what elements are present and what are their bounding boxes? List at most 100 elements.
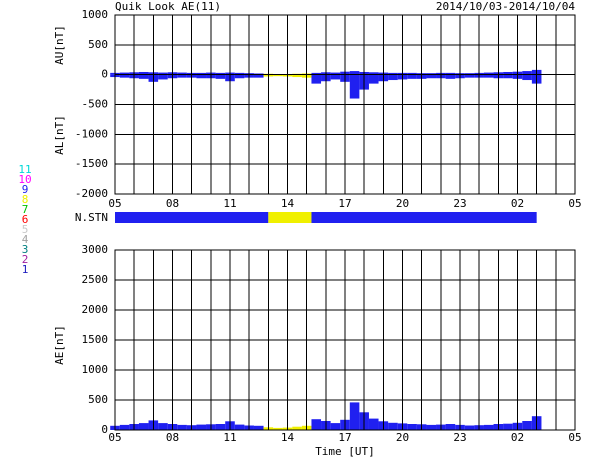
area-column [273, 427, 283, 430]
chart-title: Quik Look AE(11) [115, 0, 221, 13]
y-tick-label: 3000 [82, 243, 109, 256]
area-column [177, 74, 187, 78]
x-tick-label: 11 [223, 197, 236, 210]
area-column [445, 74, 456, 79]
station-segment [115, 212, 269, 223]
area-column [407, 72, 417, 75]
area-column [388, 72, 398, 75]
legend-entry: 6 [22, 213, 29, 226]
area-column [426, 424, 437, 430]
area-column [426, 74, 437, 79]
area-column [138, 74, 149, 79]
area-column [483, 424, 494, 430]
x-tick-label: 05 [108, 431, 121, 444]
y-tick-label: 0 [101, 68, 108, 81]
area-column [349, 71, 360, 75]
area-column [138, 71, 149, 75]
area-column [119, 72, 130, 75]
area-column [234, 72, 245, 75]
x-tick-label: 02 [511, 197, 524, 210]
y-tick-label: 500 [88, 393, 108, 406]
x-tick-label: 08 [166, 197, 179, 210]
area-column [158, 423, 168, 430]
area-column [330, 423, 341, 430]
area-column [292, 74, 302, 78]
area-column [445, 72, 456, 75]
area-column [311, 74, 322, 84]
x-tick-label: 14 [281, 431, 295, 444]
y-tick-label: 2000 [82, 303, 109, 316]
legend-entry: 7 [22, 203, 29, 216]
y-tick-label: -2000 [75, 187, 108, 200]
area-column [177, 424, 187, 430]
area-column [177, 72, 187, 75]
area-column [503, 423, 513, 430]
area-column [311, 419, 322, 430]
x-tick-label: 17 [338, 431, 351, 444]
area-column [522, 421, 532, 430]
area-column [292, 426, 302, 430]
area-column [349, 74, 360, 99]
legend-entry: 8 [22, 193, 29, 206]
area-column [483, 74, 494, 78]
area-column [253, 74, 264, 78]
area-column [253, 425, 264, 430]
area-column [388, 422, 398, 430]
station-segment [268, 212, 312, 223]
y-tick-label: -500 [82, 98, 109, 111]
plot-frame [114, 249, 576, 431]
area-column [215, 72, 226, 75]
y-tick-label: 0 [101, 423, 108, 436]
legend-entry: 2 [22, 253, 29, 266]
y-tick-label: 1000 [82, 8, 109, 21]
area-column [215, 74, 226, 79]
x-axis-label: Time [UT] [315, 445, 375, 458]
area-column [158, 72, 168, 75]
station-bar-label: N.STN [75, 211, 108, 224]
legend-entry: 11 [18, 163, 31, 176]
legend-entry: 4 [22, 233, 29, 246]
area-column [311, 72, 322, 75]
legend-entry: 1 [22, 263, 29, 276]
x-tick-label: 20 [396, 431, 409, 444]
legend-entry: 9 [22, 183, 29, 196]
area-column [349, 402, 360, 430]
area-column [464, 73, 475, 75]
legend-entry: 10 [18, 173, 31, 186]
area-column [234, 424, 245, 430]
area-column [368, 74, 379, 84]
area-column [234, 74, 245, 79]
y-axis-label: AU[nT] [53, 25, 66, 65]
x-tick-label: 17 [338, 197, 351, 210]
area-column [119, 424, 130, 430]
area-column [253, 73, 264, 75]
area-column [483, 72, 494, 75]
x-tick-label: 05 [568, 431, 581, 444]
area-column [464, 425, 475, 430]
x-tick-label: 23 [453, 431, 466, 444]
y-tick-label: 2500 [82, 273, 109, 286]
y-tick-label: 1000 [82, 363, 109, 376]
area-column [503, 71, 513, 75]
y-axis-label: AL[nT] [53, 115, 66, 155]
area-column [196, 72, 207, 75]
x-tick-label: 14 [281, 197, 295, 210]
area-column [522, 74, 532, 81]
legend-entry: 3 [22, 243, 29, 256]
area-column [215, 424, 226, 430]
area-column [158, 74, 168, 80]
area-column [330, 74, 341, 80]
x-tick-label: 08 [166, 431, 179, 444]
x-tick-label: 23 [453, 197, 466, 210]
x-tick-label: 02 [511, 431, 524, 444]
area-column [119, 74, 130, 78]
area-column [368, 418, 379, 430]
area-column [464, 74, 475, 78]
x-tick-label: 11 [223, 431, 236, 444]
legend-entry: 5 [22, 223, 29, 236]
x-tick-label: 20 [396, 197, 409, 210]
area-column [388, 74, 398, 81]
area-column [503, 74, 513, 79]
area-column [522, 71, 532, 75]
